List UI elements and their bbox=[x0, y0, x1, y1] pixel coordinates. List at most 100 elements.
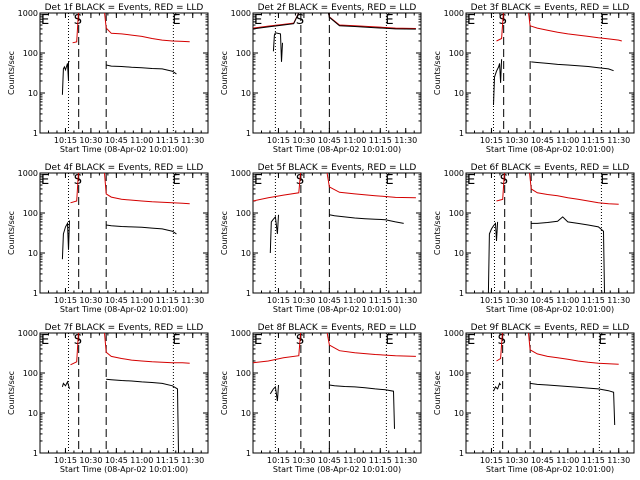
x-tick-label: 11:00 bbox=[556, 296, 579, 305]
x-tick-label: 11:15 bbox=[369, 136, 392, 145]
chart-panel-1: Det 1f BLACK = Events, RED = LLD 1 10 100 10… bbox=[7, 3, 209, 154]
y-tick-label: 1000 bbox=[18, 329, 38, 338]
y-axis-label: Counts/sec bbox=[220, 211, 229, 255]
black-events-line bbox=[269, 214, 279, 254]
x-tick-label: 10:15 bbox=[480, 456, 503, 465]
plot-frame bbox=[465, 172, 635, 294]
marker-label: E bbox=[41, 13, 49, 28]
x-tick-label: 11:30 bbox=[394, 136, 417, 145]
marker-label: E bbox=[172, 13, 180, 28]
chart-panel-2: Det 2f BLACK = Events, RED = LLD 1 10 100 10… bbox=[220, 3, 422, 154]
x-tick-label: 11:00 bbox=[130, 136, 153, 145]
chart-title: Det 5f BLACK = Events, RED = LLD bbox=[258, 163, 417, 173]
marker-label: E bbox=[172, 333, 180, 348]
chart-panel-5: Det 5f BLACK = Events, RED = LLD 1 10 100 10… bbox=[220, 163, 422, 314]
chart-title: Det 3f BLACK = Events, RED = LLD bbox=[471, 3, 630, 13]
y-tick-label: 100 bbox=[23, 209, 38, 218]
y-tick-label: 10 bbox=[28, 89, 38, 98]
plot-frame bbox=[465, 332, 635, 454]
black-events-line bbox=[269, 384, 279, 402]
y-tick-label: 10 bbox=[241, 409, 251, 418]
y-tick-label: 1000 bbox=[231, 329, 251, 338]
y-tick-label: 100 bbox=[23, 369, 38, 378]
y-tick-label: 100 bbox=[23, 49, 38, 58]
x-tick-label: 11:00 bbox=[343, 136, 366, 145]
y-axis-label: Counts/sec bbox=[7, 51, 16, 95]
y-tick-label: 1000 bbox=[18, 9, 38, 18]
red-lld-line bbox=[253, 333, 416, 364]
red-lld-line bbox=[496, 13, 622, 42]
x-tick-label: 11:00 bbox=[556, 456, 579, 465]
x-tick-label: 10:30 bbox=[292, 136, 315, 145]
black-events-line bbox=[253, 13, 416, 30]
x-tick-label: 10:15 bbox=[54, 296, 77, 305]
marker-label: E bbox=[41, 173, 49, 188]
x-tick-label: 11:15 bbox=[156, 456, 179, 465]
x-tick-label: 10:15 bbox=[267, 136, 290, 145]
x-tick-label: 11:15 bbox=[582, 136, 605, 145]
black-events-line bbox=[531, 61, 614, 72]
marker-label: E bbox=[254, 13, 262, 28]
y-tick-label: 100 bbox=[449, 209, 464, 218]
x-tick-label: 11:15 bbox=[582, 296, 605, 305]
marker-label: E bbox=[600, 13, 608, 28]
plot-frame bbox=[252, 12, 422, 134]
plot-frame bbox=[252, 172, 422, 294]
x-tick-label: 11:30 bbox=[607, 456, 630, 465]
y-tick-label: 10 bbox=[28, 249, 38, 258]
x-tick-label: 11:30 bbox=[181, 456, 204, 465]
y-tick-label: 10 bbox=[241, 89, 251, 98]
y-tick-label: 100 bbox=[236, 49, 251, 58]
x-tick-label: 11:00 bbox=[343, 456, 366, 465]
black-events-line bbox=[61, 220, 70, 260]
x-tick-label: 10:45 bbox=[531, 136, 554, 145]
y-tick-label: 1000 bbox=[444, 169, 464, 178]
y-tick-label: 1 bbox=[33, 449, 38, 458]
black-events-line bbox=[106, 378, 179, 453]
y-tick-label: 100 bbox=[236, 369, 251, 378]
marker-label: E bbox=[598, 333, 606, 348]
y-tick-label: 1 bbox=[246, 449, 251, 458]
x-axis-label: Start Time (08-Apr-02 10:01:00) bbox=[486, 465, 614, 474]
x-tick-label: 10:45 bbox=[105, 136, 128, 145]
marker-label: E bbox=[254, 333, 262, 348]
y-axis-label: Counts/sec bbox=[7, 211, 16, 255]
y-axis-label: Counts/sec bbox=[7, 371, 16, 415]
red-lld-line bbox=[253, 173, 416, 202]
x-tick-label: 10:45 bbox=[318, 456, 341, 465]
x-tick-label: 10:15 bbox=[54, 136, 77, 145]
plot-frame bbox=[39, 12, 209, 134]
chart-panel-4: Det 4f BLACK = Events, RED = LLD 1 10 100 10… bbox=[7, 163, 209, 314]
y-tick-label: 100 bbox=[449, 369, 464, 378]
x-tick-label: 10:45 bbox=[531, 456, 554, 465]
x-tick-label: 11:15 bbox=[369, 296, 392, 305]
x-tick-label: 11:30 bbox=[181, 136, 204, 145]
plot-frame bbox=[465, 12, 635, 134]
marker-label: E bbox=[172, 173, 180, 188]
chart-title: Det 9f BLACK = Events, RED = LLD bbox=[471, 323, 630, 333]
black-events-line bbox=[272, 32, 283, 62]
x-tick-label: 10:45 bbox=[318, 296, 341, 305]
x-axis-label: Start Time (08-Apr-02 10:01:00) bbox=[273, 305, 401, 314]
x-axis-label: Start Time (08-Apr-02 10:01:00) bbox=[273, 145, 401, 154]
black-events-line bbox=[493, 59, 503, 106]
plot-frame bbox=[39, 332, 209, 454]
x-tick-label: 11:30 bbox=[394, 456, 417, 465]
black-events-line bbox=[61, 60, 70, 95]
chart-title: Det 1f BLACK = Events, RED = LLD bbox=[45, 3, 204, 13]
y-tick-label: 1 bbox=[33, 289, 38, 298]
x-tick-label: 11:15 bbox=[156, 136, 179, 145]
x-tick-label: 11:30 bbox=[607, 136, 630, 145]
y-tick-label: 1 bbox=[459, 449, 464, 458]
red-lld-line bbox=[496, 333, 619, 365]
marker-label: E bbox=[467, 173, 475, 188]
y-axis-label: Counts/sec bbox=[433, 51, 442, 95]
chart-title: Det 7f BLACK = Events, RED = LLD bbox=[45, 323, 204, 333]
chart-panel-7: Det 7f BLACK = Events, RED = LLD 1 10 100 10… bbox=[7, 323, 209, 474]
chart-panel-8: Det 8f BLACK = Events, RED = LLD 1 10 100 10… bbox=[220, 323, 422, 474]
y-tick-label: 1 bbox=[33, 129, 38, 138]
x-tick-label: 10:15 bbox=[267, 456, 290, 465]
marker-label: E bbox=[41, 333, 49, 348]
y-tick-label: 100 bbox=[449, 49, 464, 58]
black-events-line bbox=[329, 214, 404, 224]
